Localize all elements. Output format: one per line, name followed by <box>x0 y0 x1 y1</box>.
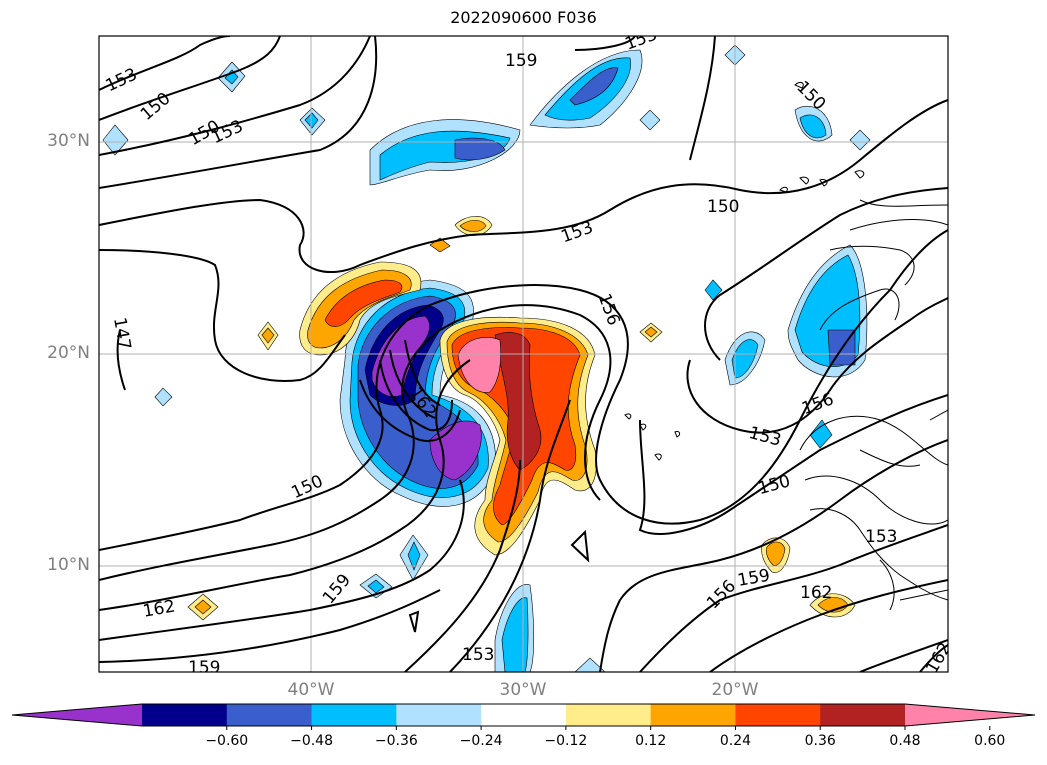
colorbar-swatch <box>565 704 652 726</box>
colorbar-tick-label: −0.12 <box>544 733 588 749</box>
contour-label: 150 <box>756 471 793 499</box>
coastlines <box>624 81 948 611</box>
colorbar-tick-label: −0.24 <box>459 733 503 749</box>
colorbar-tick-label: 0.24 <box>719 733 752 749</box>
colorbar-outline <box>11 703 1036 727</box>
contour-label: 159 <box>319 570 355 608</box>
map-title: 2022090600 F036 <box>450 8 597 27</box>
colorbar-swatch <box>650 704 736 726</box>
colorbar-swatch <box>311 704 397 726</box>
lon-label-20w: 20°W <box>711 680 759 700</box>
colorbar <box>11 703 1036 730</box>
colorbar-swatch <box>226 704 313 726</box>
colorbar-tick-label: −0.36 <box>374 733 418 749</box>
contour-label: 162 <box>800 583 832 603</box>
contour-label: 150 <box>707 197 739 217</box>
lon-label-30w: 30°W <box>499 680 547 700</box>
contour-label: 162 <box>141 596 176 621</box>
contour-label: 153 <box>103 64 141 96</box>
contour-label: 153 <box>747 423 784 451</box>
colorbar-extend-max <box>905 704 1035 726</box>
contour-label: 147 <box>109 316 134 351</box>
map-frame <box>98 35 949 673</box>
shaded-field-blue <box>102 44 871 672</box>
map-plot-area: 153 150 150 153 159 153 150 150 153 147 … <box>99 25 948 678</box>
contour-label: 153 <box>622 25 659 55</box>
contour-label: 153 <box>559 217 596 247</box>
colorbar-swatch <box>396 704 482 726</box>
height-contours <box>99 36 948 672</box>
colorbar-tick-label: −0.48 <box>290 733 333 749</box>
colorbar-swatch <box>481 704 567 726</box>
contour-label: 153 <box>462 645 494 665</box>
contour-label: 159 <box>736 566 771 591</box>
lat-label-20n: 20°N <box>47 343 90 363</box>
colorbar-tick-label: −0.60 <box>205 733 249 749</box>
gridlines <box>99 36 948 672</box>
contour-label: 159 <box>505 51 537 71</box>
colorbar-tick-label: 0.12 <box>635 733 667 749</box>
contour-label: 156 <box>594 291 624 328</box>
colorbar-tick-label: 0.60 <box>974 733 1006 749</box>
contour-label: 153 <box>865 527 897 547</box>
colorbar-swatch <box>820 704 906 726</box>
colorbar-swatch <box>735 704 821 726</box>
colorbar-extend-min <box>12 704 142 726</box>
lon-label-40w: 40°W <box>287 680 335 700</box>
lat-label-30n: 30°N <box>47 131 90 151</box>
colorbar-tick-label: 0.48 <box>889 733 921 749</box>
colorbar-tick-label: 0.36 <box>804 733 836 749</box>
colorbar-swatch <box>142 704 228 726</box>
contour-label: 156 <box>799 389 836 419</box>
contour-label: 159 <box>188 658 220 678</box>
lat-label-10n: 10°N <box>47 555 90 575</box>
shaded-field-positive <box>187 216 856 621</box>
